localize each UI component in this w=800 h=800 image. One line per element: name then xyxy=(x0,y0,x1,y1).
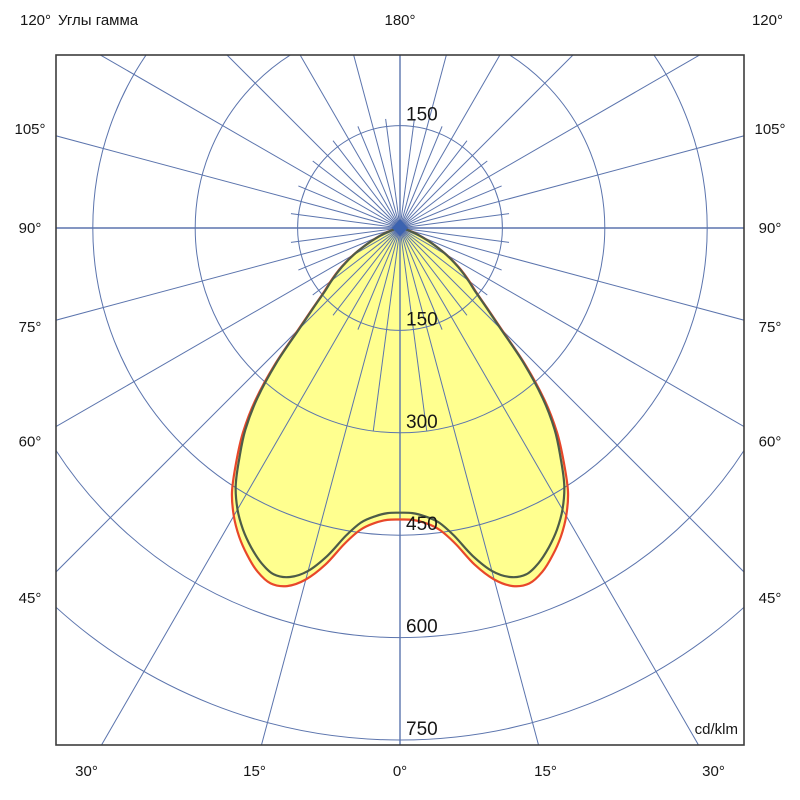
grid-ray-major-60 xyxy=(399,227,744,428)
gamma-label-left-105: 105° xyxy=(14,121,45,138)
grid-ray-major-330 xyxy=(100,227,401,745)
gamma-label-left-45: 45° xyxy=(19,590,42,607)
gamma-label-bottom-30: 30° xyxy=(702,763,725,780)
grid-ray-minor-307.5 xyxy=(312,227,401,296)
top-center-angle-label: 180° xyxy=(384,12,416,29)
gamma-label-right-105: 105° xyxy=(754,121,785,138)
gamma-label-left-90: 90° xyxy=(19,220,42,237)
grid-ray-major-150 xyxy=(399,55,501,229)
radial-tick-300: 300 xyxy=(406,412,438,433)
grid-ray-minor-7.5 xyxy=(399,227,428,432)
grid-ray-minor-232.5 xyxy=(312,160,401,229)
grid-ray-major-15 xyxy=(399,227,540,745)
gamma-label-right-45: 45° xyxy=(759,590,782,607)
top-right-angle-label: 120° xyxy=(751,12,783,29)
grid-ray-major-345 xyxy=(260,227,401,745)
grid-ray-minor-187.5 xyxy=(385,118,401,229)
radial-tick-top-150: 150 xyxy=(406,105,438,126)
top-left-angle-label: 120° xyxy=(20,12,52,29)
grid-ray-minor-37.5 xyxy=(399,227,468,316)
grid-ray-major-300 xyxy=(56,227,401,428)
grid-ray-minor-247.5 xyxy=(298,185,401,229)
gamma-label-left-60: 60° xyxy=(19,434,42,451)
grid-ray-minor-97.5 xyxy=(399,213,510,229)
grid-ray-major-210 xyxy=(299,55,401,229)
grid-ray-minor-22.5 xyxy=(399,227,443,330)
grid-ray-major-165 xyxy=(399,55,447,229)
grid-ray-major-30 xyxy=(399,227,700,745)
grid-ray-major-75 xyxy=(399,227,744,321)
grid-ray-minor-172.5 xyxy=(399,118,415,229)
grid-ray-major-240 xyxy=(99,55,401,229)
grid-ray-minor-217.5 xyxy=(332,140,401,229)
grid-ray-major-225 xyxy=(226,55,401,229)
grid-ray-major-255 xyxy=(56,135,401,229)
radial-tick-600: 600 xyxy=(406,617,438,638)
apex-marker-icon xyxy=(392,219,408,236)
grid-ray-minor-157.5 xyxy=(399,126,443,229)
gamma-label-bottom--30: 30° xyxy=(75,763,98,780)
radial-tick-750: 750 xyxy=(406,719,438,740)
gamma-label-right-75: 75° xyxy=(759,319,782,336)
grid-ray-minor-142.5 xyxy=(399,140,468,229)
grid-ray-minor-52.5 xyxy=(399,227,488,296)
grid-ray-minor-112.5 xyxy=(399,185,502,229)
plot-frame xyxy=(55,54,745,746)
grid-ray-minor-127.5 xyxy=(399,160,488,229)
grid-ray-minor-202.5 xyxy=(357,126,401,229)
gamma-label-bottom-15: 15° xyxy=(534,763,557,780)
gamma-label-left-75: 75° xyxy=(19,319,42,336)
grid-ray-minor-352.5 xyxy=(372,227,401,432)
units-label: cd/klm xyxy=(694,721,738,738)
grid-ray-minor-322.5 xyxy=(332,227,401,316)
grid-ray-minor-82.5 xyxy=(399,227,510,243)
gamma-label-right-60: 60° xyxy=(759,434,782,451)
grid-ray-major-105 xyxy=(399,135,744,229)
grid-ray-major-120 xyxy=(399,55,701,229)
radial-tick-450: 450 xyxy=(406,514,438,535)
chart-title: Углы гамма xyxy=(58,12,139,29)
gamma-label-bottom-0: 0° xyxy=(393,763,407,780)
grid-ray-major-135 xyxy=(399,55,574,229)
grid-ray-major-195 xyxy=(353,55,401,229)
grid-ray-major-285 xyxy=(56,227,401,321)
gamma-label-right-90: 90° xyxy=(759,220,782,237)
grid-ray-minor-262.5 xyxy=(290,213,401,229)
grid-ray-minor-337.5 xyxy=(357,227,401,330)
grid-ray-minor-277.5 xyxy=(290,227,401,243)
curve-inner xyxy=(234,226,566,579)
gamma-label-bottom--15: 15° xyxy=(243,763,266,780)
radial-tick-150: 150 xyxy=(406,309,438,330)
